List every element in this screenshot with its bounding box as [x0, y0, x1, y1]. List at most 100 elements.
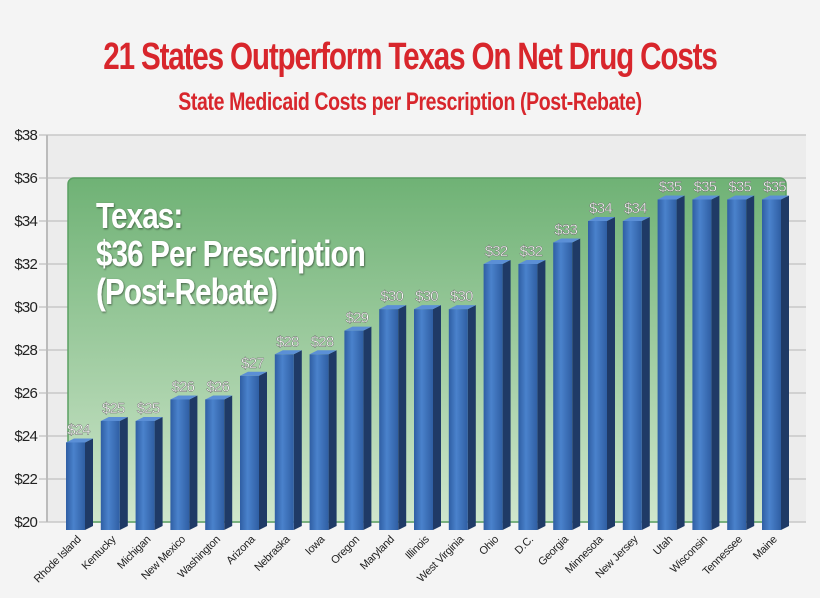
- y-tick-label: $38: [14, 127, 37, 144]
- x-category-label: Iowa: [303, 533, 328, 558]
- bar-value-label: $28: [311, 333, 334, 350]
- bar-top: [692, 195, 720, 200]
- bar-side: [572, 238, 581, 530]
- bar-side: [259, 371, 267, 530]
- bar-side: [467, 305, 476, 530]
- bar-top: [622, 217, 650, 221]
- bar-top: [274, 350, 302, 355]
- x-category-label: Utah: [651, 534, 675, 558]
- x-category-label: Maryland: [358, 534, 397, 573]
- bar-value-label: $29: [346, 310, 369, 327]
- bar: [274, 354, 294, 530]
- bar: [622, 221, 642, 530]
- bar-value-label: $35: [728, 179, 751, 196]
- bar-top: [762, 195, 789, 200]
- bar-top: [657, 195, 685, 200]
- x-category-label: Kentucky: [80, 533, 119, 572]
- bar-top: [553, 238, 581, 243]
- bar-value-label: $32: [520, 243, 543, 260]
- bar-side: [502, 260, 511, 530]
- bar-top: [100, 416, 128, 421]
- bar-value-label: $28: [276, 333, 299, 350]
- bar-top: [309, 350, 337, 355]
- bar-value-label: $30: [415, 288, 438, 305]
- bar: [66, 442, 85, 530]
- bar: [762, 199, 781, 530]
- bar-side: [781, 195, 789, 530]
- x-category-label: Oregon: [329, 534, 362, 567]
- bar-side: [293, 350, 302, 530]
- bar-top: [135, 416, 163, 421]
- bar-value-label: $35: [763, 179, 786, 196]
- bar-side: [711, 195, 720, 530]
- bar-top: [483, 260, 511, 264]
- bar: [170, 399, 190, 530]
- x-category-label: Ohio: [477, 534, 501, 558]
- bar-value-label: $35: [694, 179, 717, 196]
- bar-value-label: $32: [485, 243, 508, 260]
- chart-title: 21 States Outperform Texas On Net Drug C…: [103, 36, 718, 78]
- bar-side: [189, 395, 198, 530]
- y-tick-label: $22: [14, 471, 37, 488]
- bar-side: [676, 195, 685, 530]
- texas-callout-line: Texas:: [96, 195, 182, 235]
- bar-top: [205, 395, 233, 400]
- bar: [727, 199, 747, 530]
- bar-side: [154, 416, 163, 530]
- bar: [588, 221, 607, 530]
- bar-value-label: $33: [554, 222, 577, 239]
- bar: [448, 309, 468, 530]
- y-tick-label: $28: [14, 342, 37, 359]
- bar-value-label: $34: [589, 200, 612, 217]
- bar: [414, 309, 433, 530]
- bar-side: [119, 416, 128, 530]
- bar-side: [328, 350, 337, 530]
- x-category-label: Georgia: [536, 533, 572, 569]
- bar-top: [344, 326, 372, 331]
- bar-value-label: $26: [206, 378, 229, 395]
- texas-callout-line: $36 Per Prescription: [96, 233, 365, 273]
- bar-value-label: $24: [67, 421, 90, 438]
- bar-value-label: $34: [624, 200, 647, 217]
- bar-top: [66, 438, 93, 443]
- bar: [309, 354, 329, 530]
- bar: [205, 399, 225, 530]
- bar-side: [537, 260, 546, 530]
- bar-side: [607, 217, 615, 530]
- texas-callout-line: (Post-Rebate): [96, 271, 277, 311]
- bar-value-label: $30: [450, 288, 473, 305]
- bar-top: [518, 260, 546, 264]
- bar: [100, 420, 120, 530]
- bar: [379, 309, 399, 530]
- bar-top: [379, 305, 407, 310]
- x-category-label: Nebraska: [252, 533, 293, 574]
- bar: [135, 420, 155, 530]
- y-tick-label: $24: [14, 428, 37, 445]
- bar-side: [433, 305, 441, 530]
- bar-side: [641, 217, 650, 530]
- bar: [483, 264, 503, 530]
- chart-subtitle: State Medicaid Costs per Prescription (P…: [178, 88, 642, 116]
- y-tick-label: $20: [14, 514, 37, 531]
- y-tick-label: $34: [14, 213, 37, 230]
- bar-side: [746, 195, 755, 530]
- bar: [344, 330, 364, 530]
- x-category-label: Arizona: [224, 533, 258, 567]
- bar: [553, 242, 573, 530]
- bar: [657, 199, 677, 530]
- x-category-label: D.C.: [513, 533, 536, 556]
- bar-value-label: $26: [172, 378, 195, 395]
- bar-value-label: $25: [102, 400, 125, 417]
- x-category-label: Illinois: [403, 533, 432, 562]
- bar: [692, 199, 712, 530]
- bar-top: [588, 217, 615, 221]
- bar-top: [240, 371, 267, 376]
- bar: [240, 375, 259, 530]
- bar-value-label: $27: [241, 355, 264, 372]
- bar-side: [398, 305, 407, 530]
- y-tick-label: $36: [14, 170, 37, 187]
- bar-top: [727, 195, 755, 200]
- x-category-label: Rhode Island: [32, 534, 84, 586]
- y-tick-label: $32: [14, 256, 37, 273]
